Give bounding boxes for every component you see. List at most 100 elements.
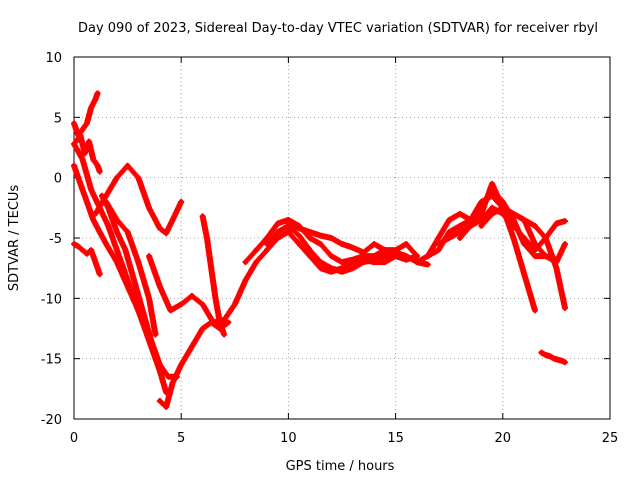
data-point	[92, 96, 98, 102]
data-point	[543, 235, 549, 241]
data-point	[125, 283, 131, 289]
data-point	[253, 259, 259, 265]
data-point	[562, 305, 568, 311]
data-point	[393, 247, 399, 253]
data-point	[500, 211, 506, 217]
data-point	[146, 295, 152, 301]
data-point	[146, 253, 152, 259]
series-track-15	[285, 220, 420, 260]
data-point	[339, 265, 345, 271]
data-point	[77, 132, 83, 138]
data-point	[562, 218, 568, 224]
data-point	[500, 205, 506, 211]
data-point	[204, 235, 210, 241]
data-point	[403, 257, 409, 263]
data-point	[551, 356, 557, 362]
data-point	[135, 259, 141, 265]
series-track-7	[98, 192, 180, 380]
data-point	[532, 253, 538, 259]
data-point	[114, 229, 120, 235]
grid-lines	[74, 57, 610, 419]
data-point	[97, 169, 103, 175]
data-point	[208, 265, 214, 271]
data-point	[178, 362, 184, 368]
data-point	[296, 241, 302, 247]
x-tick-label: 10	[280, 431, 297, 446]
data-point	[532, 307, 538, 313]
data-point	[382, 253, 388, 259]
data-point	[88, 187, 94, 193]
data-point	[457, 223, 463, 229]
data-point	[425, 262, 431, 268]
data-point	[157, 362, 163, 368]
data-point	[114, 175, 120, 181]
y-tick-label: -10	[41, 292, 62, 307]
data-point	[167, 307, 173, 313]
data-point	[213, 295, 219, 301]
data-point	[84, 251, 90, 257]
data-point	[511, 211, 517, 217]
data-point	[425, 253, 431, 259]
data-point	[489, 205, 495, 211]
data-point	[275, 229, 281, 235]
data-point	[170, 217, 176, 223]
y-tick-label: 5	[54, 111, 62, 126]
data-point	[165, 374, 171, 380]
x-axis-label: GPS time / hours	[286, 459, 395, 474]
data-point	[71, 120, 77, 126]
data-point	[90, 157, 96, 163]
data-point	[82, 151, 88, 157]
data-point	[285, 221, 291, 227]
plus-markers	[156, 319, 232, 410]
data-point	[489, 181, 495, 187]
data-point	[489, 211, 495, 217]
data-point	[446, 235, 452, 241]
data-point	[75, 243, 81, 249]
data-point	[105, 223, 111, 229]
data-point	[532, 241, 538, 247]
series-track-9	[156, 319, 232, 410]
data-point	[307, 253, 313, 259]
chart-title: Day 090 of 2023, Sidereal Day-to-day VTE…	[78, 21, 598, 36]
data-point	[71, 241, 77, 247]
data-point	[122, 247, 128, 253]
data-point	[217, 319, 223, 325]
plus-markers	[71, 241, 103, 278]
series-track-14	[264, 229, 399, 275]
series-track-11	[199, 213, 228, 338]
data-point	[478, 205, 484, 211]
x-tick-label: 5	[177, 431, 185, 446]
data-point	[157, 283, 163, 289]
data-point	[371, 241, 377, 247]
data-point	[148, 338, 154, 344]
data-point	[556, 357, 562, 363]
data-point	[360, 257, 366, 263]
data-point	[350, 265, 356, 271]
data-point	[114, 259, 120, 265]
data-point	[95, 90, 101, 96]
data-point	[307, 229, 313, 235]
data-point	[80, 247, 86, 253]
data-point	[146, 205, 152, 211]
x-tick-label: 0	[70, 431, 78, 446]
data-point	[103, 199, 109, 205]
data-point	[318, 233, 324, 239]
data-point	[125, 163, 131, 169]
data-point	[562, 359, 568, 365]
data-marks	[71, 90, 568, 410]
data-point	[170, 380, 176, 386]
data-point	[511, 223, 517, 229]
data-point	[414, 259, 420, 265]
data-point	[457, 235, 463, 241]
data-point	[318, 265, 324, 271]
data-point	[84, 199, 90, 205]
series-track-19	[456, 204, 568, 311]
data-point	[84, 120, 90, 126]
series-track-20	[478, 204, 560, 263]
data-point	[178, 301, 184, 307]
data-point	[521, 235, 527, 241]
data-point	[71, 141, 77, 147]
data-point	[163, 230, 169, 236]
y-tick-label: -15	[41, 353, 62, 368]
